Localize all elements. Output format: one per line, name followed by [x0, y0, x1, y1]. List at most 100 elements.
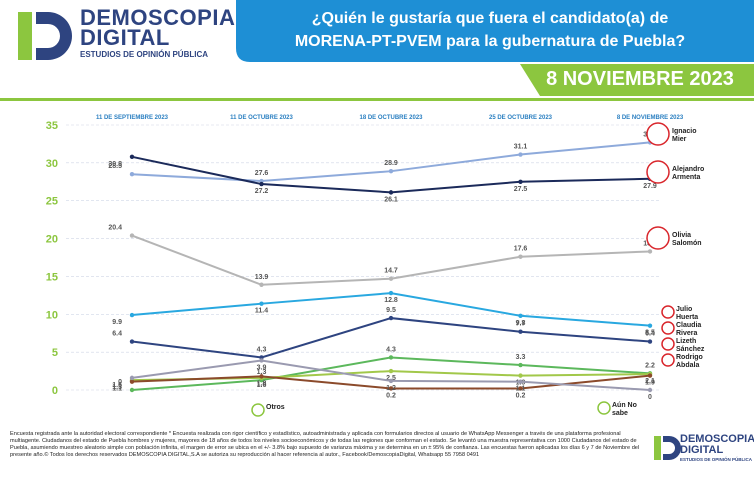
data-point [259, 178, 264, 184]
data-point [518, 254, 523, 259]
data-point [129, 379, 135, 384]
data-label: 27.9 [643, 183, 657, 190]
data-label: 31.1 [514, 144, 528, 151]
date-banner [520, 64, 754, 96]
logo-bar [654, 436, 661, 460]
data-label: 28.9 [384, 160, 398, 167]
avatar [661, 305, 675, 319]
footer-brand-subtitle: ESTUDIOS DE OPINIÓN PÚBLICA [680, 457, 753, 462]
data-label: 9.9 [112, 319, 122, 326]
data-label: 3.9 [257, 364, 267, 371]
data-point [388, 355, 394, 360]
data-label: 17.6 [514, 246, 528, 253]
x-tick-label: 11 DE SEPTIEMBRE 2023 [95, 115, 169, 121]
data-label: 4.3 [257, 346, 267, 353]
legend-label: Lizeth Sánchez [676, 338, 705, 353]
data-point [388, 386, 394, 391]
avatar [251, 403, 265, 417]
title: MORENA-PT-PVEM para la gubernatura de Pu… [294, 33, 686, 50]
data-label: 27.2 [255, 188, 269, 195]
y-tick-label: 20 [46, 234, 58, 246]
legend-label: Alejandro Armenta [672, 166, 705, 181]
data-point [129, 233, 135, 238]
data-label: 4.3 [386, 346, 396, 353]
avatar [646, 160, 670, 184]
y-tick-label: 25 [46, 196, 58, 208]
data-point [647, 249, 653, 254]
brand: DEMOSCOPIA DIGITAL [80, 5, 235, 50]
data-label: 0 [648, 394, 652, 401]
data-label: 1.9 [645, 380, 655, 387]
y-tick-label: 5 [52, 347, 58, 359]
logo-bar [18, 12, 32, 60]
data-point [647, 387, 653, 393]
y-tick-label: 35 [46, 120, 58, 132]
data-label: 30.8 [108, 161, 122, 168]
legend-label: Claudia Rivera [676, 322, 702, 337]
data-point [129, 375, 135, 381]
data-label: 1.6 [112, 382, 122, 389]
data-label: 9.8 [516, 320, 526, 327]
y-tick-label: 10 [46, 309, 58, 321]
data-label: 0.2 [386, 392, 396, 399]
data-point [129, 172, 135, 177]
data-label: 7.7 [516, 321, 526, 328]
x-tick-label: 18 DE OCTUBRE 2023 [359, 115, 423, 121]
data-label: 0 [118, 379, 122, 386]
data-label: 20.4 [108, 225, 122, 232]
y-tick-label: 0 [52, 385, 58, 397]
data-label: 6.4 [112, 331, 122, 338]
data-label: 1.6 [257, 382, 267, 389]
x-tick-label: 25 DE OCTUBRE 2023 [488, 115, 553, 121]
data-label: 3.3 [516, 354, 526, 361]
data-label: 9.5 [386, 307, 396, 314]
y-tick-label: 15 [46, 271, 58, 283]
logo-d [663, 436, 681, 460]
data-label: 1.2 [386, 385, 396, 392]
data-point [518, 313, 523, 318]
data-point [259, 301, 264, 306]
data-label: 12.8 [384, 297, 398, 304]
data-label: 1.1 [112, 386, 122, 393]
footer-brand: DEMOSCOPIA DIGITAL [680, 433, 754, 456]
data-point [518, 362, 523, 368]
data-point [388, 168, 394, 174]
data-point [647, 373, 653, 378]
data-label: 27.5 [514, 186, 528, 193]
data-point [129, 339, 135, 344]
plot: 0510152025303528.527.628.931.132.730.827… [46, 120, 660, 401]
data-point [259, 181, 264, 187]
data-point [259, 355, 264, 360]
data-label: 13.9 [255, 274, 269, 281]
footnote: Encuesta registrada ante la autoridad el… [10, 431, 640, 458]
x-tick-label: 11 DE OCTUBRE 2023 [230, 115, 293, 121]
data-point [259, 282, 264, 287]
avatar [661, 353, 675, 367]
avatar [597, 401, 611, 415]
data-point [259, 358, 264, 363]
data-point [518, 152, 523, 157]
subtitle: 8 NOVIEMBRE 2023 [546, 68, 734, 90]
data-point [388, 368, 394, 374]
data-point [388, 378, 394, 384]
divider [0, 98, 754, 101]
data-point [388, 315, 394, 321]
data-point [518, 373, 523, 378]
avatar [646, 226, 670, 250]
data-point [129, 387, 135, 393]
data-point [518, 179, 523, 184]
avatar [661, 337, 675, 351]
data-point [647, 323, 653, 328]
data-point [518, 329, 523, 334]
legend-label: Rodrigo Abdala [676, 354, 703, 369]
data-label: 28.5 [108, 163, 122, 170]
data-point [129, 154, 135, 159]
data-point [259, 374, 264, 379]
legend-label: Julio Huerta [676, 306, 699, 321]
data-label: 1.3 [257, 369, 267, 376]
data-label: 6.4 [645, 331, 655, 338]
brand-subtitle: ESTUDIOS DE OPINIÓN PÚBLICA [80, 50, 209, 59]
data-label: 11.4 [255, 308, 268, 315]
title: ¿Quién le gustaría que fuera el candidat… [311, 10, 669, 27]
avatar [661, 321, 675, 335]
